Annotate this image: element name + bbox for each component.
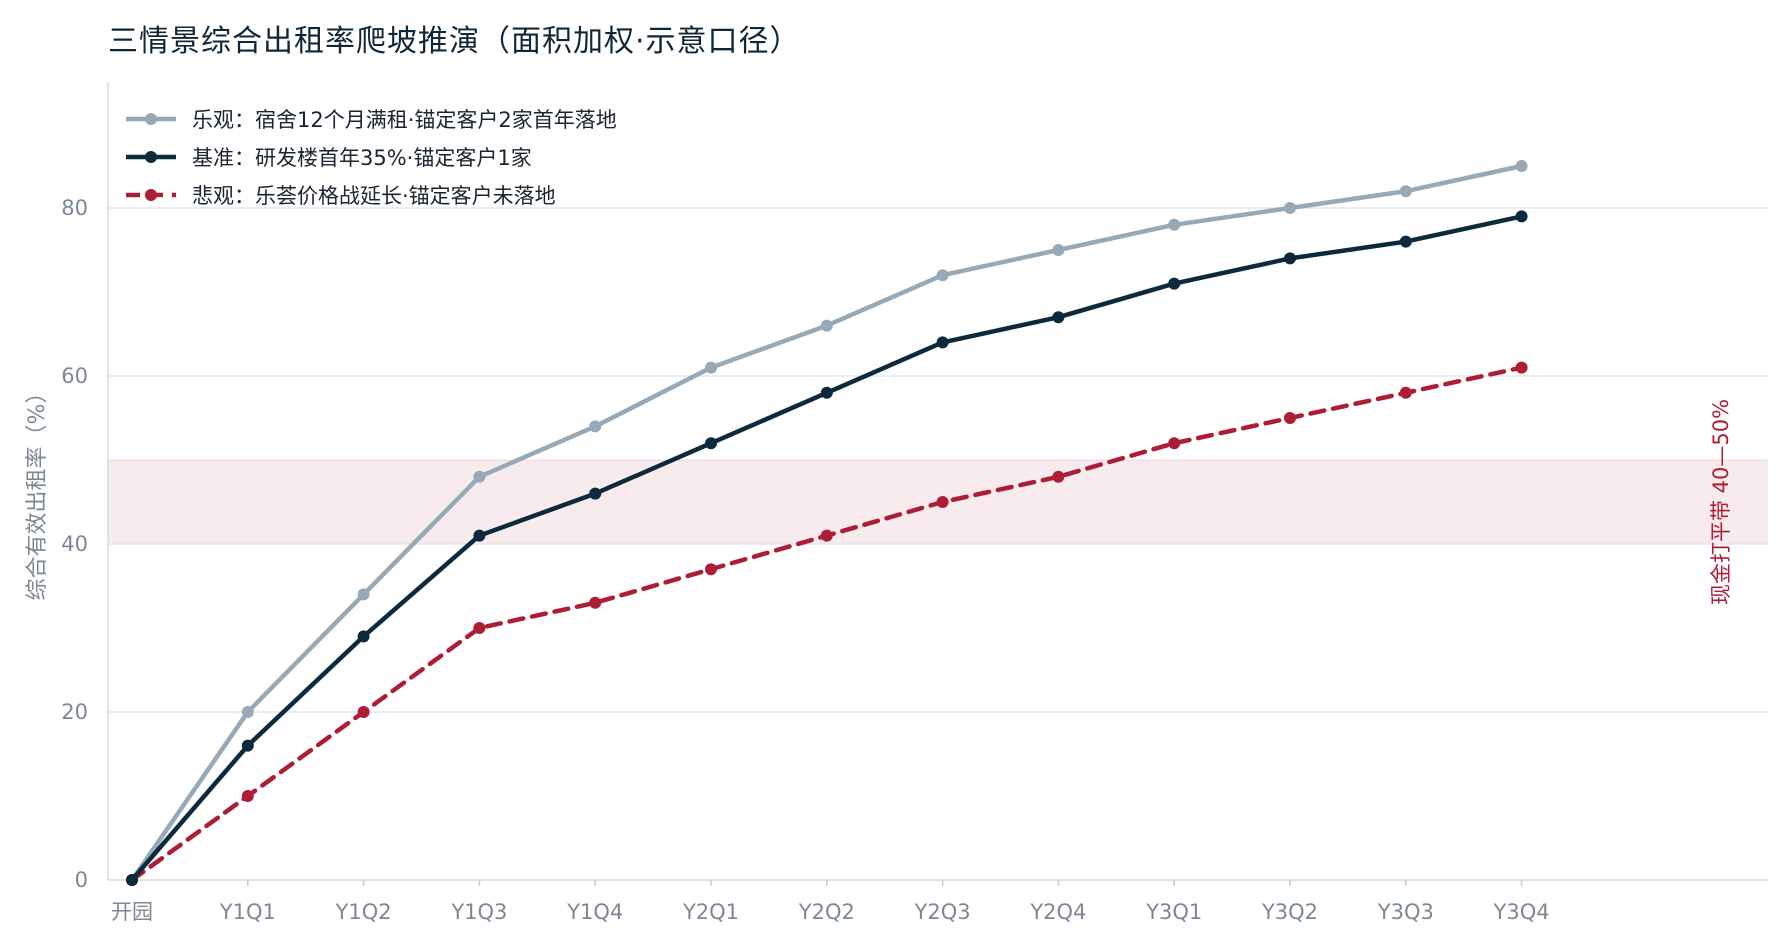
legend-marker-0 <box>145 113 157 125</box>
data-point <box>357 588 370 601</box>
data-point <box>473 622 486 634</box>
x-tick-label: Y1Q2 <box>335 900 392 924</box>
x-tick-label: 开园 <box>111 900 153 924</box>
x-tick-label: Y2Q3 <box>914 900 971 924</box>
data-point <box>1168 437 1181 450</box>
data-point <box>126 874 138 886</box>
data-point <box>589 420 602 433</box>
y-tick-label: 60 <box>61 364 88 388</box>
x-tick-label: Y1Q1 <box>219 900 276 924</box>
data-point <box>473 470 486 483</box>
data-point <box>1168 218 1181 231</box>
data-point <box>1399 386 1412 399</box>
x-tick-label: Y2Q4 <box>1029 900 1086 924</box>
data-point <box>1284 202 1296 214</box>
data-point <box>241 739 254 752</box>
data-point <box>589 596 602 609</box>
legend-label-1: 基准：研发楼首年35%·锚定客户1家 <box>192 146 532 170</box>
x-tick-label: Y1Q4 <box>566 900 623 924</box>
data-point <box>241 790 254 802</box>
y-axis-label: 综合有效出租率（%） <box>25 382 50 601</box>
x-tick-label: Y3Q3 <box>1377 900 1434 924</box>
y-tick-label: 20 <box>61 700 88 724</box>
data-point <box>1284 412 1296 424</box>
series-line-1 <box>129 214 1524 883</box>
data-point <box>1052 244 1065 256</box>
legend-marker-2 <box>145 189 157 201</box>
x-tick-label: Y3Q2 <box>1261 900 1318 924</box>
x-tick-label: Y3Q1 <box>1145 900 1202 924</box>
data-point <box>820 529 833 542</box>
data-point <box>1399 185 1412 198</box>
data-point <box>1052 311 1065 324</box>
data-point <box>1052 470 1065 483</box>
data-point <box>357 706 370 718</box>
data-point <box>820 319 833 332</box>
data-point <box>1284 252 1296 265</box>
data-point <box>1515 210 1528 223</box>
data-point <box>936 336 949 349</box>
x-tick-label: Y1Q3 <box>450 900 507 924</box>
y-tick-label: 0 <box>75 868 88 892</box>
series-line-2 <box>129 365 1524 883</box>
legend-marker-1 <box>145 151 157 163</box>
data-point <box>936 496 949 508</box>
data-point <box>705 361 717 374</box>
data-point <box>589 487 602 500</box>
data-point <box>1168 277 1181 290</box>
y-tick-label: 40 <box>61 532 88 556</box>
data-point <box>241 706 254 718</box>
legend-label-2: 悲观：乐荟价格战延长·锚定客户未落地 <box>192 184 556 208</box>
data-point <box>1515 361 1528 374</box>
y-tick-label: 80 <box>61 196 88 220</box>
data-point <box>1399 235 1412 248</box>
data-point <box>473 529 486 542</box>
data-point <box>820 386 833 399</box>
data-point <box>357 630 370 643</box>
data-point <box>1515 160 1528 172</box>
x-tick-label: Y3Q4 <box>1493 900 1550 924</box>
chart-title: 三情景综合出租率爬坡推演（面积加权·示意口径） <box>108 24 801 59</box>
x-tick-label: Y2Q1 <box>682 900 739 924</box>
band-label: 现金打平带 40—50% <box>1709 399 1733 605</box>
x-tick-label: Y2Q2 <box>798 900 855 924</box>
data-point <box>705 437 717 450</box>
legend-label-0: 乐观：宿舍12个月满租·锚定客户2家首年落地 <box>192 108 617 132</box>
data-point <box>936 269 949 282</box>
data-point <box>705 563 717 576</box>
